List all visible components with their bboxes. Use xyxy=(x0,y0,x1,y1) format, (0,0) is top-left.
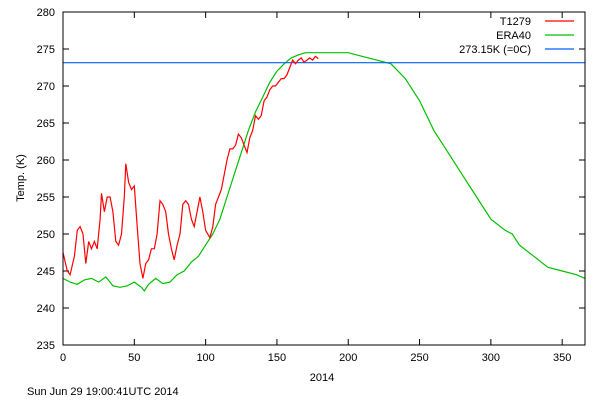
y-tick-label: 275 xyxy=(37,44,55,56)
y-tick-label: 260 xyxy=(37,155,55,167)
plot-frame xyxy=(62,11,586,346)
x-tick-label: 100 xyxy=(196,352,214,364)
y-tick-label: 255 xyxy=(37,192,55,204)
x-tick-label: 0 xyxy=(60,352,66,364)
y-tick-label: 245 xyxy=(37,266,55,278)
x-tick-label: 250 xyxy=(410,352,428,364)
x-tick-label: 300 xyxy=(482,352,500,364)
x-tick-label: 150 xyxy=(268,352,286,364)
y-axis-label: Temp. (K) xyxy=(15,154,27,202)
x-tick-label: 200 xyxy=(339,352,357,364)
legend-label: 273.15K (=0C) xyxy=(459,44,531,56)
y-tick-label: 265 xyxy=(37,118,55,130)
legend-label: T1279 xyxy=(500,16,531,28)
y-tick-label: 235 xyxy=(37,340,55,352)
x-axis-label: 2014 xyxy=(310,372,334,384)
y-tick-label: 280 xyxy=(37,7,55,19)
timestamp: Sun Jun 29 19:00:41UTC 2014 xyxy=(27,386,179,398)
y-tick-label: 270 xyxy=(37,81,55,93)
series-t1279-line xyxy=(62,55,319,279)
x-tick-label: 350 xyxy=(553,352,571,364)
series-era40-line xyxy=(62,52,586,293)
x-tick-label: 50 xyxy=(128,352,140,364)
legend-label: ERA40 xyxy=(496,30,531,42)
y-tick-label: 240 xyxy=(37,303,55,315)
y-tick-label: 250 xyxy=(37,229,55,241)
legend: T1279 ERA40 273.15K (=0C) xyxy=(459,16,574,56)
